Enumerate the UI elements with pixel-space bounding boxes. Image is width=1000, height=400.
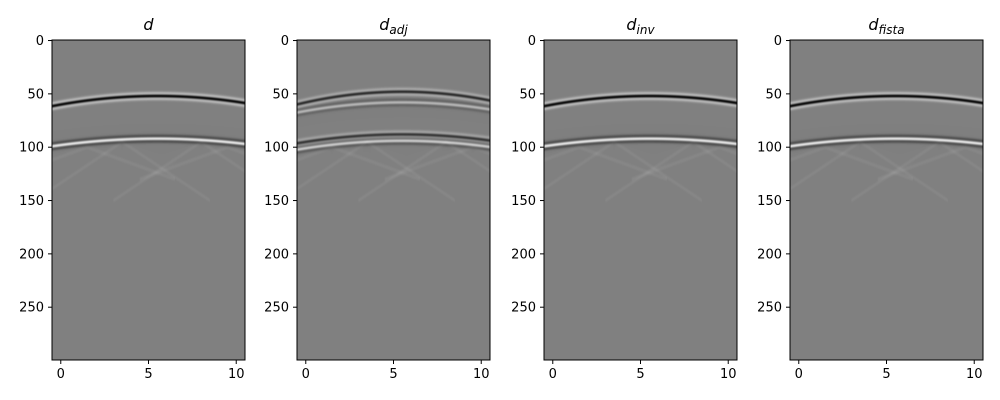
- y-tick-label: 0: [36, 34, 44, 49]
- x-tick-label: 5: [389, 367, 397, 382]
- panel-title: dinv: [626, 15, 655, 37]
- panel-title: dfista: [868, 15, 904, 37]
- y-tick-label: 250: [511, 301, 536, 316]
- x-tick-label: 10: [966, 367, 983, 382]
- x-tick-label: 0: [57, 367, 65, 382]
- y-tick-label: 100: [19, 141, 44, 156]
- y-tick-label: 0: [774, 34, 782, 49]
- x-tick-label: 5: [636, 367, 644, 382]
- y-tick-label: 200: [757, 247, 782, 262]
- panel-image: [790, 40, 983, 360]
- y-tick-label: 200: [511, 247, 536, 262]
- y-tick-label: 50: [27, 87, 44, 102]
- y-tick-label: 250: [757, 301, 782, 316]
- y-tick-label: 150: [757, 194, 782, 209]
- panel-image: [544, 40, 737, 360]
- y-tick-label: 250: [264, 301, 289, 316]
- y-tick-label: 50: [519, 87, 536, 102]
- panel-image: [297, 40, 490, 360]
- y-tick-label: 150: [264, 194, 289, 209]
- x-tick-label: 10: [473, 367, 490, 382]
- panel-title: d: [143, 15, 154, 34]
- y-tick-label: 50: [272, 87, 289, 102]
- x-tick-label: 5: [882, 367, 890, 382]
- y-tick-label: 100: [264, 141, 289, 156]
- x-tick-label: 10: [720, 367, 737, 382]
- y-tick-label: 250: [19, 301, 44, 316]
- x-tick-label: 0: [302, 367, 310, 382]
- y-tick-label: 0: [281, 34, 289, 49]
- x-tick-label: 0: [795, 367, 803, 382]
- y-tick-label: 0: [528, 34, 536, 49]
- y-tick-label: 100: [511, 141, 536, 156]
- x-tick-label: 0: [549, 367, 557, 382]
- y-tick-label: 200: [264, 247, 289, 262]
- panel-image: [52, 40, 245, 360]
- y-tick-label: 50: [765, 87, 782, 102]
- x-tick-label: 5: [144, 367, 152, 382]
- y-tick-label: 150: [19, 194, 44, 209]
- y-tick-label: 200: [19, 247, 44, 262]
- x-tick-label: 10: [228, 367, 245, 382]
- panel-title: dadj: [379, 15, 408, 37]
- y-tick-label: 100: [757, 141, 782, 156]
- y-tick-label: 150: [511, 194, 536, 209]
